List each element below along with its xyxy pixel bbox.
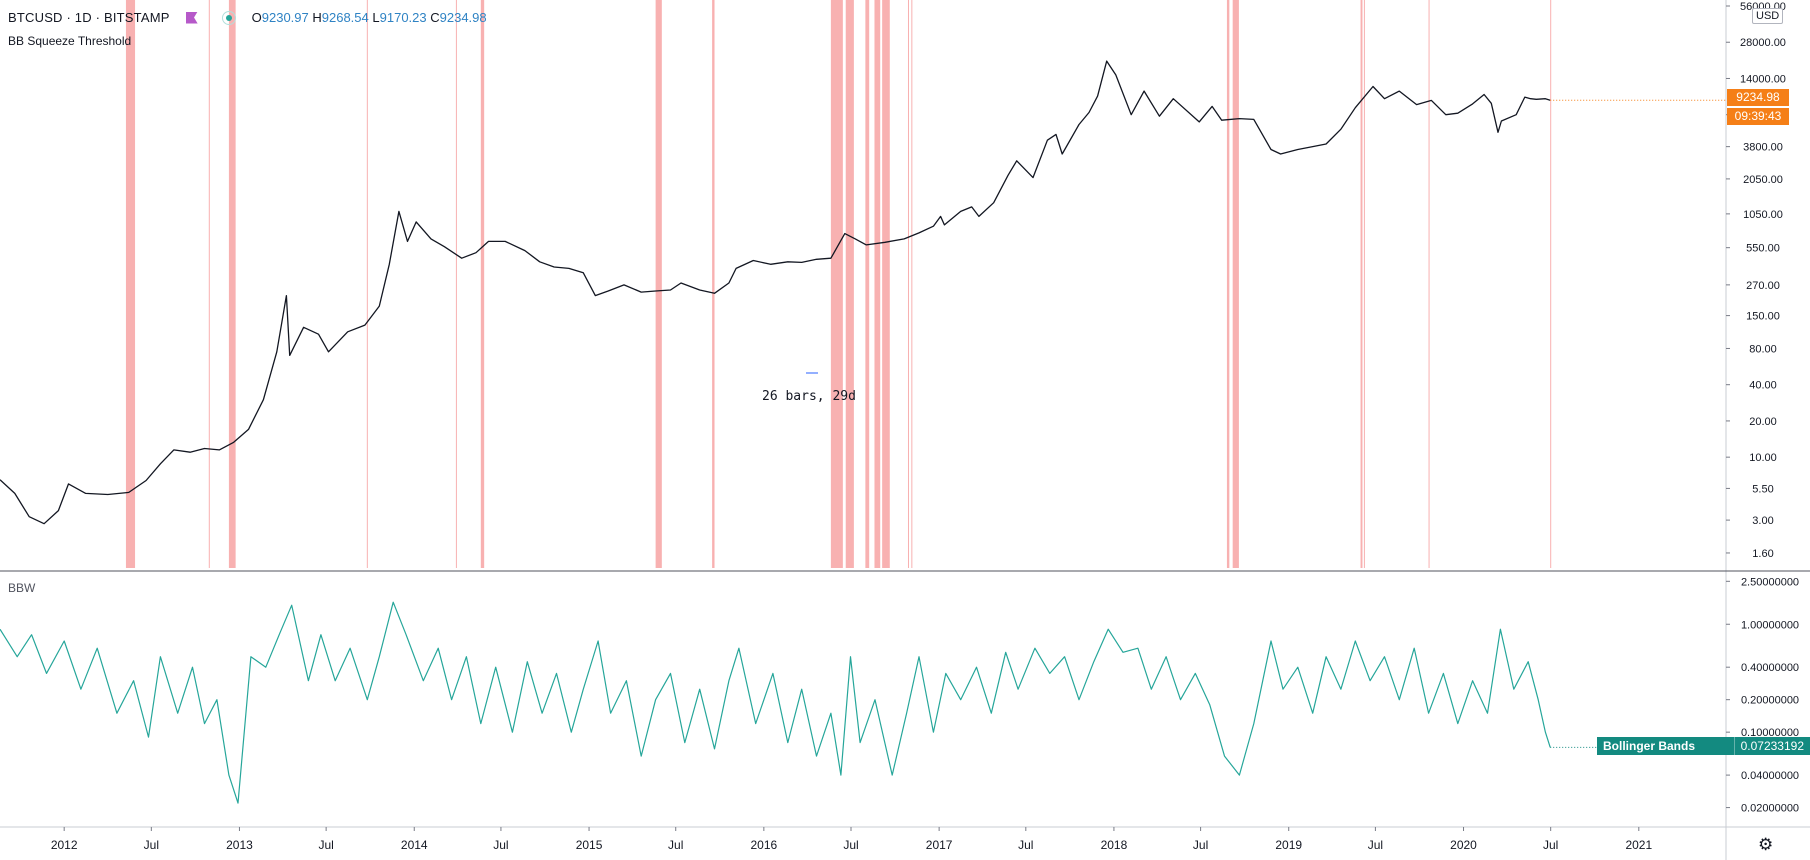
low-value: 9170.23	[379, 10, 427, 25]
squeeze-band-20	[1550, 0, 1552, 568]
squeeze-band-9	[845, 0, 854, 568]
time-tick-label: Jul	[1543, 838, 1558, 852]
price-tick-label: 28000.00	[1740, 37, 1786, 49]
live-dot-icon	[221, 10, 236, 25]
time-tick-label: Jul	[1193, 838, 1208, 852]
time-tick-label: Jul	[493, 838, 508, 852]
price-tick-label: 40.00	[1749, 380, 1777, 392]
price-line	[0, 60, 1551, 525]
time-tick-label: 2015	[576, 838, 603, 852]
squeeze-band-5	[480, 0, 485, 568]
bbw-tick-label: 1.00000000	[1741, 619, 1799, 631]
bbw-value-name: Bollinger Bands Width	[1603, 739, 1696, 771]
price-tick-label: 5.50	[1752, 483, 1773, 495]
time-tick-label: 2014	[401, 838, 428, 852]
bar-countdown-tag: 09:39:43	[1727, 108, 1789, 125]
price-tick-label: 1050.00	[1743, 209, 1783, 221]
currency-button[interactable]: USD	[1752, 8, 1784, 24]
price-tick-label: 550.00	[1746, 243, 1780, 255]
close-value: 9234.98	[439, 10, 487, 25]
study-title[interactable]: BB Squeeze Threshold	[8, 34, 132, 48]
squeeze-band-6	[655, 0, 662, 568]
squeeze-bands	[125, 0, 1552, 568]
price-tick-label: 1.60	[1752, 548, 1773, 560]
time-tick-label: 2018	[1101, 838, 1128, 852]
price-tick-label: 150.00	[1746, 311, 1780, 323]
price-tick-label: 10.00	[1749, 452, 1777, 464]
price-tick-label: 270.00	[1746, 280, 1780, 292]
bbw-tick-label: 2.50000000	[1741, 576, 1799, 588]
high-value: 9268.54	[321, 10, 369, 25]
bbw-tick-label: 0.40000000	[1741, 662, 1799, 674]
squeeze-band-16	[1232, 0, 1239, 568]
squeeze-band-10	[865, 0, 870, 568]
bbw-panel-title[interactable]: BBW	[8, 581, 36, 595]
squeeze-band-17	[1360, 0, 1363, 568]
squeeze-band-4	[455, 0, 457, 568]
squeeze-band-1	[208, 0, 210, 568]
open-value: 9230.97	[261, 10, 309, 25]
ohlc-values: O9230.97 H9268.54 L9170.23 C9234.98	[251, 10, 487, 25]
time-tick-label: 2012	[51, 838, 78, 852]
squeeze-band-19	[1428, 0, 1430, 568]
time-tick-label: Jul	[1018, 838, 1033, 852]
price-tick-label: 2050.00	[1743, 174, 1783, 186]
measure-label: 26 bars, 29d	[762, 389, 856, 404]
squeeze-band-2	[228, 0, 236, 568]
squeeze-band-12	[882, 0, 890, 568]
price-series	[0, 60, 1726, 525]
price-tick-label: 3800.00	[1743, 142, 1783, 154]
squeeze-band-15	[1226, 0, 1230, 568]
bbw-tick-label: 0.20000000	[1741, 695, 1799, 707]
bbw-tick-label: 0.04000000	[1741, 770, 1799, 782]
bbw-tick-label: 0.02000000	[1741, 803, 1799, 815]
time-tick-label: 2019	[1275, 838, 1302, 852]
squeeze-band-11	[874, 0, 881, 568]
gear-icon[interactable]: ⚙	[1758, 835, 1774, 854]
bbw-series	[0, 601, 1726, 804]
squeeze-band-14	[911, 0, 913, 568]
time-tick-label: Jul	[144, 838, 159, 852]
squeeze-band-0	[125, 0, 136, 568]
symbol-title[interactable]: BTCUSD · 1D · BITSTAMP	[8, 10, 170, 25]
squeeze-band-3	[366, 0, 368, 568]
time-tick-label: Jul	[318, 838, 333, 852]
squeeze-band-13	[907, 0, 909, 568]
price-tick-label: 3.00	[1752, 515, 1773, 527]
bbw-tick-label: 0.10000000	[1741, 727, 1799, 739]
time-tick-label: 2013	[226, 838, 253, 852]
squeeze-band-7	[712, 0, 715, 568]
last-price-tag: 9234.98	[1727, 89, 1789, 106]
squeeze-band-8	[830, 0, 843, 568]
symbol-legend: BTCUSD · 1D · BITSTAMP O9230.97 H9268.54…	[8, 10, 487, 25]
bbw-value-tag: Bollinger Bands Width 0.07233192	[1597, 737, 1810, 771]
bbw-value: 0.07233192	[1733, 737, 1810, 755]
price-tick-label: 80.00	[1749, 343, 1777, 355]
time-tick-label: Jul	[843, 838, 858, 852]
time-tick-label: 2021	[1625, 838, 1652, 852]
time-tick-label: 2017	[926, 838, 953, 852]
flag-icon[interactable]	[185, 11, 198, 24]
price-tick-label: 20.00	[1749, 416, 1777, 428]
squeeze-band-18	[1363, 0, 1365, 568]
bbw-line	[0, 601, 1551, 804]
time-tick-label: Jul	[668, 838, 683, 852]
time-tick-label: Jul	[1368, 838, 1383, 852]
price-tick-label: 14000.00	[1740, 73, 1786, 85]
time-tick-label: 2020	[1450, 838, 1477, 852]
time-tick-label: 2016	[750, 838, 777, 852]
